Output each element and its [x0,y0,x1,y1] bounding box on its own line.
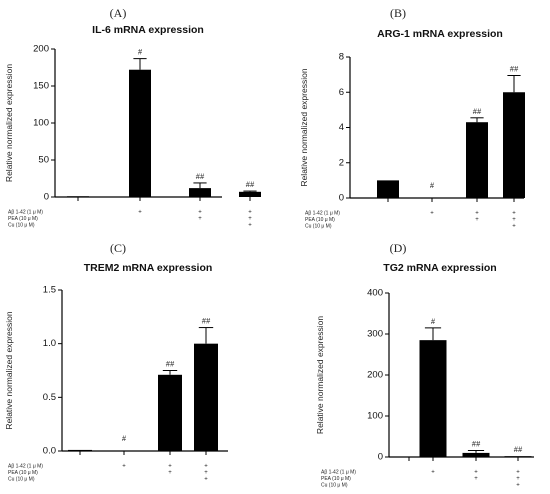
condition-mark: + [138,210,142,216]
y-tick-label: 200 [33,44,49,55]
y-tick-label: 6 [339,87,344,98]
condition-mark: + [204,477,208,483]
y-tick-label: 2 [339,157,344,168]
condition-mark: + [512,224,516,230]
condition-mark: + [248,216,252,222]
significance-marker: ## [473,106,482,116]
significance-marker: ## [246,179,255,189]
y-axis-label: Relative normalized expression [4,64,14,182]
condition-label: PEA (10 μ M) [8,470,38,476]
condition-mark: + [516,470,520,476]
bar [377,180,399,198]
condition-mark: + [204,464,208,470]
significance-marker: ## [196,171,205,181]
y-axis-label: Relative normalized expression [315,316,325,434]
significance-marker: ## [510,64,519,74]
y-tick-label: 50 [38,155,49,166]
y-tick-label: 1.5 [43,285,56,296]
condition-label: Cu (10 μ M) [8,476,35,482]
panel-3: (C) TREM2 mRNA expression Relative normali… [4,241,228,483]
y-tick-label: 0 [44,192,49,203]
significance-marker: # [122,433,127,443]
condition-mark: + [430,211,434,217]
condition-mark: + [431,470,435,476]
condition-label: Cu (10 μ M) [321,482,348,488]
condition-mark: + [474,470,478,476]
condition-label: Cu (10 μ M) [305,223,332,229]
bar [503,92,525,198]
y-tick-label: 300 [367,329,383,340]
condition-mark: + [516,483,520,489]
y-tick-label: 0.0 [43,446,56,457]
chart-title: IL-6 mRNA expression [92,24,204,36]
bar [462,452,490,457]
bar [419,340,447,457]
y-tick-label: 8 [339,52,344,63]
bar [504,456,532,457]
condition-label: Cu (10 μ M) [8,222,35,228]
y-tick-label: 400 [367,288,383,299]
condition-mark: + [168,470,172,476]
bar [129,69,151,197]
significance-marker: ## [202,316,211,326]
chart-title: TG2 mRNA expression [383,262,496,274]
y-axis-label: Relative normalized expression [299,68,309,186]
significance-marker: # [431,316,436,326]
y-tick-label: 100 [367,411,383,422]
condition-label: PEA (10 μ M) [305,217,335,223]
condition-label: Aβ 1-42 (1 μ M) [8,463,43,469]
panel-label: (D) [390,241,407,255]
y-tick-label: 0 [378,452,383,463]
bar [395,456,423,458]
y-tick-label: 100 [33,118,49,129]
condition-mark: + [475,217,479,223]
condition-mark: + [512,217,516,223]
y-tick-label: 200 [367,370,383,381]
bar [67,196,89,198]
significance-marker: ## [166,359,175,369]
bar [466,122,488,198]
significance-marker: # [430,180,435,190]
bar [239,191,261,197]
panel-1: (A) IL-6 mRNA expression Relative normaliz… [4,6,261,229]
bar [68,449,92,451]
condition-label: PEA (10 μ M) [8,216,38,222]
condition-mark: + [168,464,172,470]
bar [189,188,211,197]
condition-mark: + [248,210,252,216]
condition-label: PEA (10 μ M) [321,476,351,482]
condition-mark: + [475,211,479,217]
y-tick-label: 0 [339,193,344,204]
condition-mark: + [122,464,126,470]
condition-mark: + [198,210,202,216]
chart-title: TREM2 mRNA expression [84,262,213,274]
condition-mark: + [474,476,478,482]
condition-mark: + [198,216,202,222]
panel-label: (A) [110,6,127,20]
condition-mark: + [204,470,208,476]
significance-marker: ## [514,444,523,454]
condition-mark: + [512,211,516,217]
condition-mark: + [248,223,252,229]
significance-marker: ## [472,438,481,448]
y-axis-label: Relative normalized expression [4,311,14,429]
y-tick-label: 0.5 [43,392,56,403]
condition-label: Aβ 1-42 (1 μ M) [321,469,356,475]
chart-title: ARG-1 mRNA expression [377,28,503,40]
panel-4: (D) TG2 mRNA expression Relative normalize… [315,241,534,489]
condition-label: Aβ 1-42 (1 μ M) [305,210,340,216]
significance-marker: # [138,47,143,57]
panel-label: (C) [110,241,126,255]
bar [194,343,218,451]
y-tick-label: 4 [339,122,344,133]
y-tick-label: 1.0 [43,338,56,349]
condition-label: Aβ 1-42 (1 μ M) [8,209,43,215]
condition-mark: + [516,476,520,482]
panel-label: (B) [390,6,406,20]
y-tick-label: 150 [33,81,49,92]
bar [158,374,182,451]
panel-2: (B) ARG-1 mRNA expression Relative normali… [299,6,525,230]
